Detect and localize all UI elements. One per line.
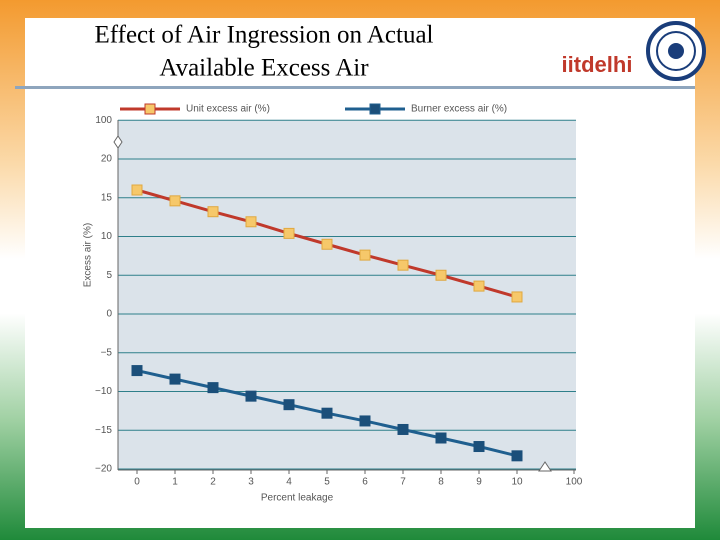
y-tick-label: 20 bbox=[101, 154, 113, 165]
data-point bbox=[511, 291, 523, 303]
title-line: Available Excess Air bbox=[159, 55, 369, 82]
data-point bbox=[435, 269, 447, 281]
y-tick-label: 15 bbox=[101, 192, 113, 203]
data-point bbox=[397, 423, 409, 435]
x-tick-label: 8 bbox=[438, 477, 444, 488]
data-point bbox=[511, 450, 523, 462]
data-point bbox=[321, 407, 333, 419]
x-tick-label: 100 bbox=[566, 477, 583, 488]
y-tick-label: 5 bbox=[106, 270, 112, 281]
x-tick-label: 4 bbox=[286, 477, 292, 488]
plot-area bbox=[118, 120, 576, 470]
data-point bbox=[207, 382, 219, 394]
x-tick-label: 3 bbox=[248, 477, 254, 488]
y-tick-label: −10 bbox=[95, 386, 112, 397]
x-tick-label: 9 bbox=[476, 477, 482, 488]
data-point bbox=[131, 365, 143, 377]
legend-label: Unit excess air (%) bbox=[186, 104, 270, 115]
data-point bbox=[131, 184, 143, 196]
title-rule bbox=[15, 86, 695, 89]
data-point bbox=[169, 195, 181, 207]
data-point bbox=[359, 415, 371, 427]
data-point bbox=[169, 373, 181, 385]
x-axis-label: Percent leakage bbox=[261, 493, 334, 504]
data-point bbox=[283, 227, 295, 239]
x-tick-label: 7 bbox=[400, 477, 406, 488]
y-axis-label: Excess air (%) bbox=[83, 223, 94, 287]
x-tick-label: 6 bbox=[362, 477, 368, 488]
logo-emblem bbox=[646, 21, 706, 81]
y-tick-label: −5 bbox=[101, 347, 113, 358]
y-tick-label: 10 bbox=[101, 231, 113, 242]
data-point bbox=[321, 238, 333, 250]
axis-break bbox=[113, 135, 123, 149]
data-point bbox=[435, 432, 447, 444]
data-point bbox=[207, 206, 219, 218]
axis-break bbox=[538, 461, 552, 472]
data-point bbox=[359, 249, 371, 261]
y-tick-label: −20 bbox=[95, 464, 112, 475]
data-point bbox=[245, 216, 257, 228]
x-tick-label: 10 bbox=[511, 477, 523, 488]
legend-label: Burner excess air (%) bbox=[411, 104, 507, 115]
data-point bbox=[397, 259, 409, 271]
logo-text: iitdelhi bbox=[562, 52, 633, 77]
y-tick-label: 100 bbox=[95, 115, 112, 126]
y-tick-label: 0 bbox=[106, 309, 112, 320]
data-point bbox=[283, 399, 295, 411]
y-tick-label: −15 bbox=[95, 425, 112, 436]
x-tick-label: 5 bbox=[324, 477, 330, 488]
legend-marker bbox=[144, 103, 156, 115]
data-point bbox=[245, 390, 257, 402]
data-point bbox=[473, 280, 485, 292]
x-tick-label: 2 bbox=[210, 477, 216, 488]
title-line: Effect of Air Ingression on Actual bbox=[94, 22, 433, 49]
legend-marker bbox=[369, 103, 381, 115]
x-tick-label: 0 bbox=[134, 477, 140, 488]
x-tick-label: 1 bbox=[172, 477, 178, 488]
data-point bbox=[473, 441, 485, 453]
